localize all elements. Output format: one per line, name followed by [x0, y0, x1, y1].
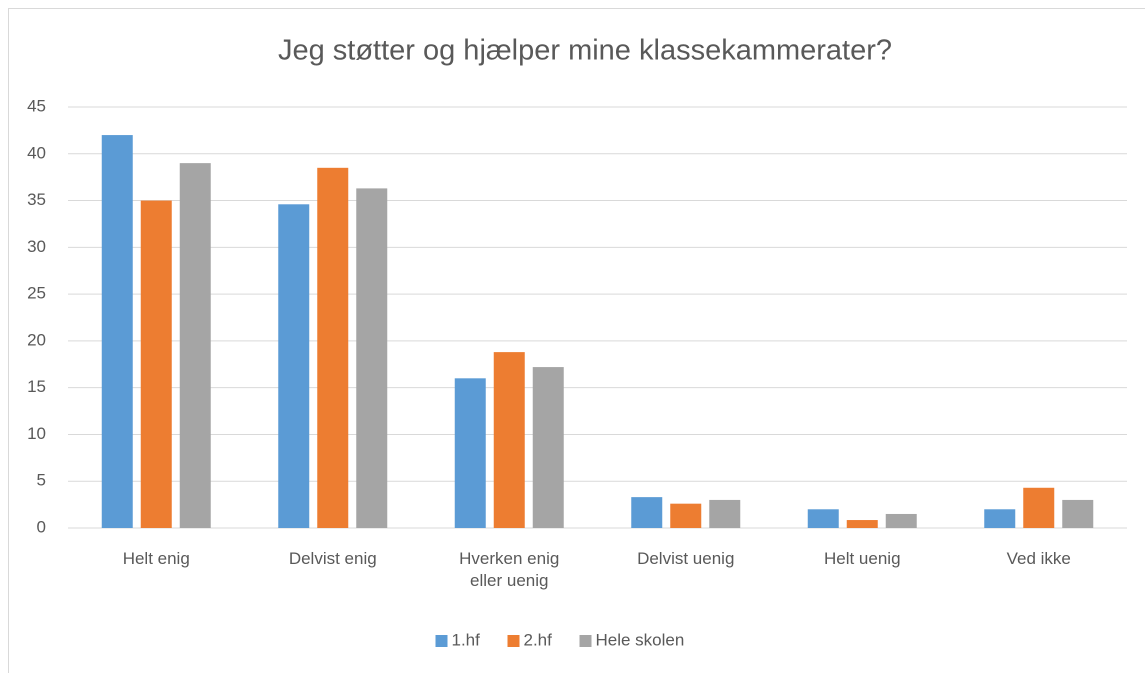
y-tick-label: 15	[27, 377, 46, 396]
bar	[493, 352, 525, 528]
bar	[356, 188, 388, 529]
y-tick-label: 10	[27, 424, 46, 443]
bar	[670, 503, 702, 528]
x-tick-label: Delvist enig	[288, 549, 377, 568]
bar	[709, 499, 741, 528]
y-tick-label: 0	[37, 517, 46, 536]
bar	[1062, 499, 1094, 528]
y-tick-label: 40	[27, 143, 46, 162]
x-tick-label: Delvist uenig	[637, 549, 735, 568]
bar	[140, 200, 172, 529]
bar	[807, 509, 839, 528]
bar	[984, 509, 1016, 528]
y-tick-label: 5	[37, 471, 46, 490]
x-tick-label: Helt enig	[122, 549, 190, 568]
bar	[101, 135, 133, 529]
bar	[885, 513, 917, 528]
legend-label: 2.hf	[524, 630, 553, 649]
bar	[1023, 487, 1055, 528]
x-tick-label: Hverken enig eller uenig	[459, 549, 560, 590]
legend-label: 1.hf	[452, 630, 481, 649]
y-tick-label: 20	[27, 330, 46, 349]
legend-swatch	[435, 635, 448, 647]
y-tick-label: 45	[27, 96, 46, 115]
bar	[846, 520, 878, 528]
bar	[317, 167, 349, 529]
bar	[454, 378, 486, 528]
bar	[179, 163, 211, 528]
x-tick-label: Helt uenig	[823, 549, 901, 568]
bar	[532, 367, 564, 528]
legend-label: Hele skolen	[596, 630, 685, 649]
bar	[631, 497, 663, 528]
y-tick-label: 35	[27, 190, 46, 209]
x-tick-label: Ved ikke	[1006, 549, 1071, 568]
bar	[278, 204, 310, 528]
legend-swatch	[579, 635, 592, 647]
y-tick-label: 30	[27, 237, 46, 256]
legend-swatch	[507, 635, 520, 647]
chart-title: Jeg støtter og hjælper mine klassekammer…	[278, 35, 892, 67]
y-tick-label: 25	[27, 284, 46, 303]
